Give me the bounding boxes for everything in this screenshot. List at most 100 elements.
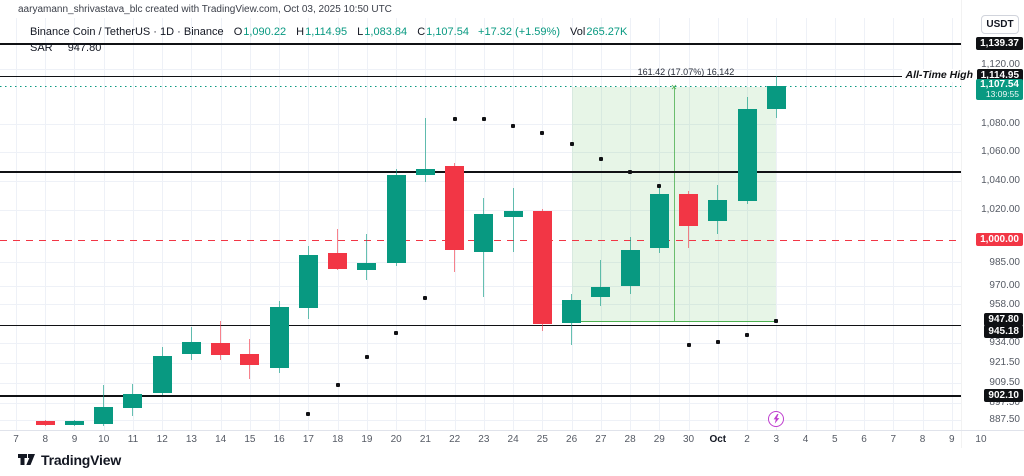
price-tick-label: 934.00 bbox=[989, 337, 1020, 349]
line-price-label: 902.10 bbox=[984, 388, 1023, 402]
price-tick-label: 1,080.00 bbox=[981, 118, 1020, 130]
line-price-label: 1,139.37 bbox=[976, 36, 1023, 50]
grid-hline bbox=[0, 123, 961, 125]
date-tick-label: 6 bbox=[861, 434, 867, 445]
price-tick-label: 1,020.00 bbox=[981, 204, 1020, 216]
all-time-high-line[interactable] bbox=[0, 75, 961, 78]
price-scale[interactable]: 1,120.00 1,080.00 1,060.00 1,040.00 1,020.00… bbox=[961, 0, 1024, 448]
sar-dot bbox=[657, 184, 662, 189]
date-tick-label: 9 bbox=[948, 434, 955, 445]
candle-wick bbox=[337, 229, 339, 271]
date-tick-label: 9 bbox=[71, 434, 78, 445]
grid-hline bbox=[0, 419, 961, 421]
sar-dot bbox=[686, 343, 691, 348]
date-tick-label: 7 bbox=[890, 434, 897, 445]
grid-vline bbox=[630, 18, 632, 430]
grid-vline bbox=[893, 18, 895, 430]
candle bbox=[94, 406, 114, 424]
range-center-line bbox=[673, 86, 675, 322]
symbol-legend-row[interactable]: Binance Coin / TetherUS · 1D · Binance O… bbox=[30, 25, 627, 39]
date-tick-label: 13 bbox=[185, 434, 197, 445]
sar-dot bbox=[452, 116, 457, 121]
candle-wick bbox=[366, 233, 368, 281]
candle bbox=[620, 249, 640, 286]
candle bbox=[328, 252, 348, 269]
candle-wick bbox=[512, 187, 514, 252]
grid-vline bbox=[162, 18, 164, 430]
date-tick-label: 28 bbox=[624, 434, 636, 445]
price-tick-label: 958.00 bbox=[989, 298, 1020, 310]
candle bbox=[152, 356, 172, 394]
high-label: H bbox=[296, 26, 305, 38]
legend: Binance Coin / TetherUS · 1D · Binance O… bbox=[30, 25, 627, 55]
low-value: 1,083.84 bbox=[364, 26, 408, 38]
grid-hline bbox=[0, 285, 961, 287]
horizontal-line[interactable] bbox=[0, 43, 961, 45]
horizontal-line[interactable] bbox=[0, 170, 961, 173]
tradingview-logo[interactable]: TradingView bbox=[18, 451, 121, 468]
date-tick-label: 8 bbox=[42, 434, 49, 445]
volume-label: Vol bbox=[570, 26, 586, 38]
candle bbox=[357, 263, 377, 271]
date-tick-label: 19 bbox=[361, 434, 373, 445]
grid-vline bbox=[600, 18, 602, 430]
date-tick-label: 14 bbox=[215, 434, 227, 445]
horizontal-line[interactable] bbox=[0, 395, 961, 397]
grid-vline bbox=[834, 18, 836, 430]
sar-dot bbox=[598, 156, 603, 161]
date-tick-label: 22 bbox=[449, 434, 461, 445]
date-tick-label: 25 bbox=[536, 434, 548, 445]
date-tick-label: 29 bbox=[653, 434, 665, 445]
grid-hline bbox=[0, 362, 961, 364]
date-tick-label: 21 bbox=[419, 434, 431, 445]
grid-vline bbox=[308, 18, 310, 430]
volume-value: 265.27K bbox=[586, 26, 628, 38]
sar-dot bbox=[745, 332, 750, 337]
last-price-label: 1,107.54 13:09:55 bbox=[976, 78, 1023, 100]
range-handle-icon[interactable]: ✕ bbox=[670, 82, 678, 92]
candle bbox=[415, 169, 435, 176]
attribution-text: aaryamann_shrivastava_blc created with T… bbox=[18, 4, 392, 15]
date-tick-label: 17 bbox=[302, 434, 314, 445]
price-tick-label: 887.50 bbox=[989, 414, 1020, 426]
price-tick-label: 1,040.00 bbox=[981, 175, 1020, 187]
candle bbox=[181, 341, 201, 354]
indicator-legend-row[interactable]: SAR 947.80 bbox=[30, 41, 627, 55]
sar-dot bbox=[715, 339, 720, 344]
candle bbox=[64, 421, 84, 425]
candle-wick bbox=[424, 118, 426, 182]
close-label: C bbox=[417, 26, 426, 38]
grid-vline bbox=[571, 18, 573, 430]
sar-dot bbox=[394, 330, 399, 335]
grid-vline bbox=[132, 18, 134, 430]
symbol-title[interactable]: Binance Coin / TetherUS · 1D · Binance bbox=[30, 26, 224, 38]
event-lightning-icon[interactable] bbox=[768, 411, 785, 427]
time-axis[interactable]: 7 8 9 10 11 12 13 14 15 16 17 18 19 20 21 22 23 24 25 26 27 2… bbox=[0, 430, 1024, 449]
date-tick-label: 8 bbox=[919, 434, 926, 445]
price-tick-label: 897.50 bbox=[989, 397, 1020, 409]
candle bbox=[211, 342, 231, 355]
grid-hline bbox=[0, 151, 961, 153]
currency-unit-button[interactable]: USDT bbox=[981, 15, 1019, 34]
date-tick-label: 24 bbox=[507, 434, 519, 445]
grid-vline bbox=[337, 18, 339, 430]
tradingview-logo-text: TradingView bbox=[41, 451, 122, 468]
horizontal-line[interactable] bbox=[0, 324, 961, 327]
date-tick-label: 10 bbox=[98, 434, 110, 445]
date-tick-label: 10 bbox=[975, 434, 987, 445]
price-tick-label: 970.00 bbox=[989, 280, 1020, 292]
grid-vline bbox=[776, 18, 778, 430]
bar-countdown: 13:09:55 bbox=[985, 88, 1019, 99]
change-value: +17.32 (+1.59%) bbox=[478, 26, 560, 38]
sar-dot bbox=[569, 142, 574, 147]
candle bbox=[386, 174, 406, 264]
date-tick-label: 4 bbox=[802, 434, 809, 445]
sar-label: SAR bbox=[30, 42, 53, 54]
current-price-line bbox=[0, 85, 961, 87]
grid-vline bbox=[366, 18, 368, 430]
grid-vline bbox=[425, 18, 427, 430]
range-bottom-line bbox=[571, 320, 777, 323]
price-chart-pane[interactable]: ✕ 161.42 (17.07%) 16,142 All-Time High bbox=[0, 0, 1024, 430]
tradingview-logo-icon bbox=[18, 454, 35, 465]
